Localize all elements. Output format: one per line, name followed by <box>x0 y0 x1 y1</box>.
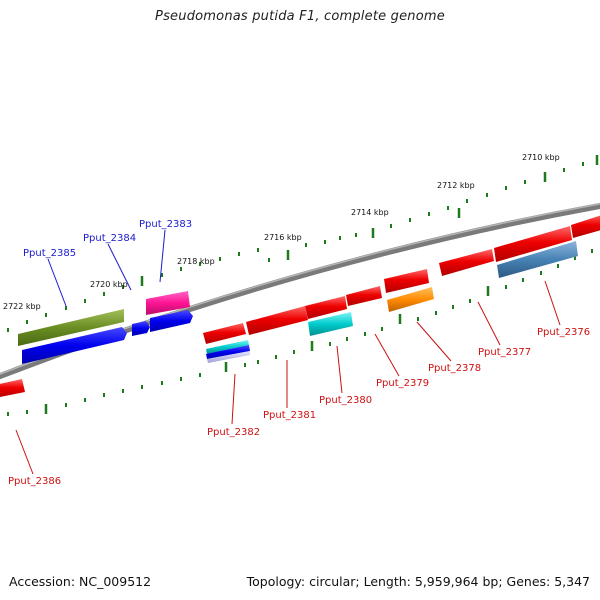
genome-summary-text: Topology: circular; Length: 5,959,964 bp… <box>246 574 590 589</box>
gene-label-pput-2386[interactable]: Pput_2386 <box>8 476 61 487</box>
accession-text: Accession: NC_009512 <box>9 574 152 589</box>
gene-label-pput-2385[interactable]: Pput_2385 <box>23 248 76 259</box>
gene-label-pput-2379[interactable]: Pput_2379 <box>376 378 429 389</box>
reverse-tick-track <box>7 249 593 416</box>
forward-label-leaders <box>47 229 166 307</box>
tick-label-2712: 2712 kbp <box>437 181 475 190</box>
feature-pput-2385-cds[interactable] <box>22 327 127 364</box>
gene-label-pput-2384[interactable]: Pput_2384 <box>83 233 136 244</box>
tick-label-2716: 2716 kbp <box>264 233 302 242</box>
feature-pput-2385[interactable] <box>18 309 124 346</box>
feature-pput-2384[interactable] <box>132 321 150 336</box>
map-title: Pseudomonas putida F1, complete genome <box>155 9 445 24</box>
gene-label-pput-2381[interactable]: Pput_2381 <box>263 410 316 421</box>
reverse-major-ticks <box>44 286 490 414</box>
feature-pput-2386[interactable] <box>0 379 25 398</box>
gene-label-pput-2378[interactable]: Pput_2378 <box>428 363 481 374</box>
feature-pput-2383[interactable] <box>146 291 193 332</box>
forward-tick-track <box>7 162 584 332</box>
gene-label-pput-2382[interactable]: Pput_2382 <box>207 427 260 438</box>
feature-pput-2376[interactable] <box>497 214 600 278</box>
gene-label-pput-2377[interactable]: Pput_2377 <box>478 347 531 358</box>
feature-pput-2378[interactable] <box>384 269 434 312</box>
gene-label-pput-2383[interactable]: Pput_2383 <box>139 219 192 230</box>
feature-pput-2381[interactable] <box>246 306 308 335</box>
tick-label-2714: 2714 kbp <box>351 208 389 217</box>
forward-major-ticks <box>140 155 599 286</box>
tick-label-2710: 2710 kbp <box>522 153 560 162</box>
feature-pput-2382[interactable] <box>203 323 250 363</box>
feature-pput-2377[interactable] <box>439 226 572 276</box>
tick-label-2718: 2718 kbp <box>177 257 215 266</box>
gene-label-pput-2380[interactable]: Pput_2380 <box>319 395 372 406</box>
feature-pput-2380[interactable] <box>305 296 353 336</box>
tick-label-2720: 2720 kbp <box>90 280 128 289</box>
tick-label-2722: 2722 kbp <box>3 302 41 311</box>
gene-label-pput-2376[interactable]: Pput_2376 <box>537 327 590 338</box>
reverse-label-leaders <box>15 280 561 475</box>
feature-pput-2379[interactable] <box>346 286 382 306</box>
